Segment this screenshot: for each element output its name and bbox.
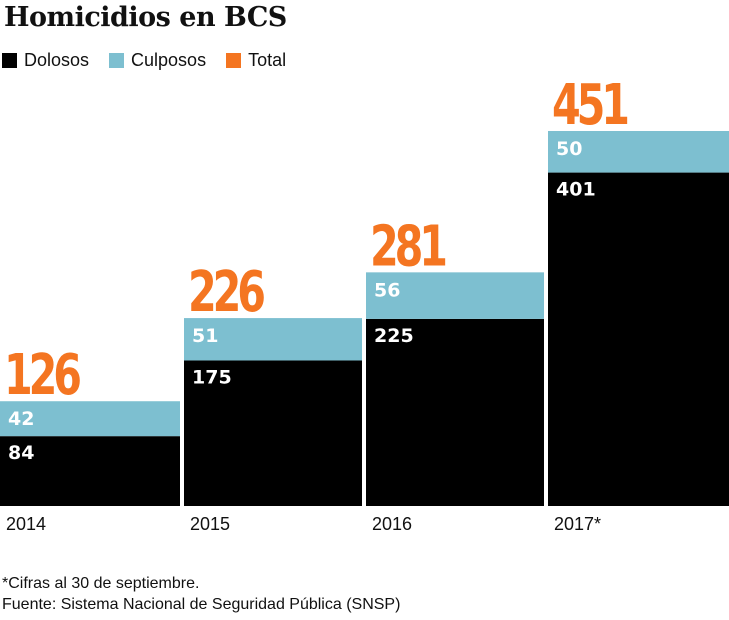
label-total-2: 226 (188, 260, 264, 326)
label-culposos-3: 56 (374, 279, 400, 301)
label-culposos-2: 51 (192, 325, 218, 347)
legend-label-culposos: Culposos (131, 50, 207, 70)
bar-culposos-1 (0, 401, 180, 437)
bar-dolosos-4 (548, 172, 729, 507)
label-dolosos-3: 225 (374, 325, 414, 347)
bar-culposos-4 (548, 130, 729, 173)
chart-title: Homicidios en BCS (4, 2, 287, 33)
footnote: *Cifras al 30 de septiembre. (2, 575, 200, 592)
label-dolosos-2: 175 (192, 366, 232, 388)
label-dolosos-4: 401 (556, 179, 596, 201)
source-note: Fuente: Sistema Nacional de Seguridad Pú… (2, 596, 401, 613)
legend-label-dolosos: Dolosos (24, 50, 90, 70)
label-total-1: 126 (4, 343, 80, 409)
x-tick-label-2: 2015 (190, 514, 230, 534)
x-tick-label-4: 2017* (554, 514, 601, 534)
legend-item-dolosos: Dolosos (2, 50, 89, 71)
label-dolosos-1: 84 (8, 442, 34, 464)
label-total-4: 451 (552, 73, 627, 139)
label-total-3: 281 (370, 214, 445, 280)
x-tick-label-3: 2016 (372, 514, 412, 534)
bar-culposos-2 (184, 318, 362, 361)
legend-item-total: Total (226, 50, 286, 71)
legend-swatch-total (226, 53, 242, 68)
label-culposos-1: 42 (8, 408, 34, 430)
bar-culposos-3 (366, 272, 544, 319)
bar-dolosos-2 (184, 360, 362, 506)
legend: Dolosos Culposos Total (0, 50, 306, 71)
legend-swatch-culposos (109, 53, 125, 68)
x-tick-label-1: 2014 (6, 514, 46, 534)
legend-swatch-dolosos (2, 53, 17, 68)
legend-label-total: Total (248, 50, 287, 70)
bar-dolosos-3 (366, 318, 544, 506)
legend-item-culposos: Culposos (109, 50, 206, 71)
label-culposos-4: 50 (556, 138, 582, 160)
bar-dolosos-1 (0, 436, 180, 506)
